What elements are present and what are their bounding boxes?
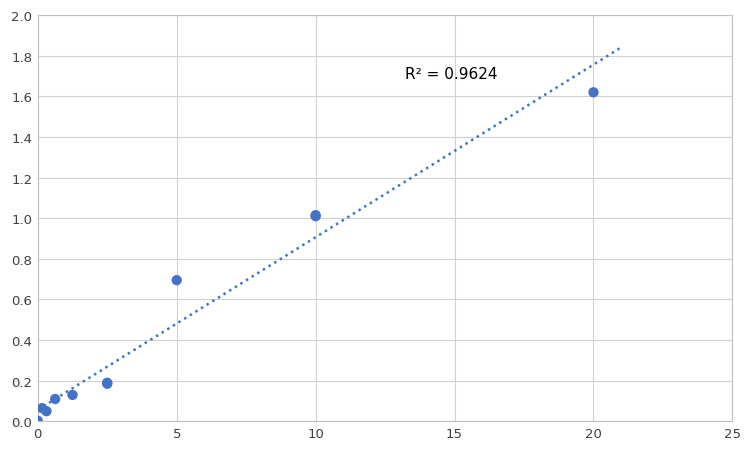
Point (66, 391, 78, 399)
Point (49, 396, 61, 403)
Point (310, 212, 322, 219)
Point (41, 408, 53, 415)
Point (171, 277, 183, 284)
Point (587, 89, 599, 97)
Point (36, 405, 48, 412)
Point (102, 380, 114, 387)
Point (102, 379, 114, 387)
Text: R² = 0.9624: R² = 0.9624 (405, 67, 497, 82)
Point (32, 417, 44, 424)
Point (310, 213, 322, 221)
